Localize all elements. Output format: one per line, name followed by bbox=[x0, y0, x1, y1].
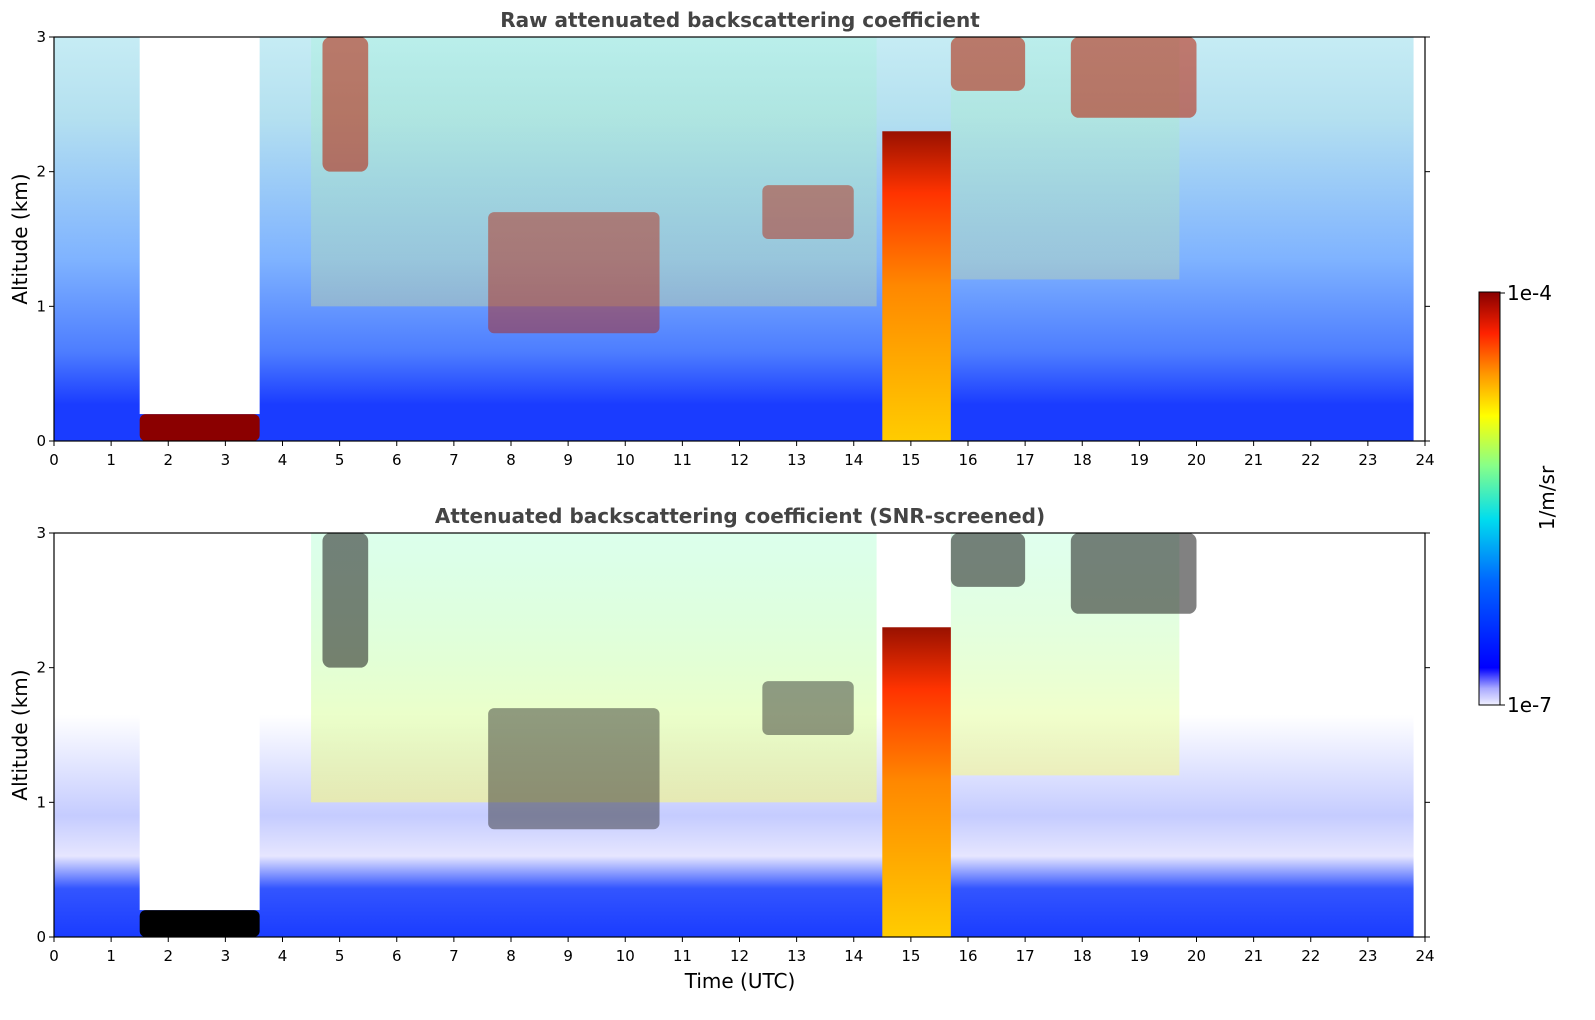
x-tick-label: 6 bbox=[392, 947, 402, 965]
colorbar bbox=[1478, 291, 1501, 706]
x-tick-label: 19 bbox=[1130, 451, 1149, 469]
x-tick-label: 13 bbox=[787, 451, 806, 469]
feature-cirrus bbox=[322, 533, 369, 668]
panel-1-title: Raw attenuated backscattering coefficien… bbox=[500, 8, 980, 32]
x-tick-label: 5 bbox=[335, 947, 345, 965]
x-tick-label: 4 bbox=[278, 451, 288, 469]
x-tick-label: 21 bbox=[1244, 451, 1263, 469]
x-tick-label: 6 bbox=[392, 451, 402, 469]
x-tick-label: 17 bbox=[1016, 947, 1035, 965]
y-tick-label: 0 bbox=[36, 928, 46, 946]
feature-cirrus bbox=[1070, 37, 1197, 118]
panel-1-y-ticks: 0 1 2 3 bbox=[36, 28, 1430, 450]
feature-cirrus bbox=[1070, 533, 1197, 614]
x-tick-label: 5 bbox=[335, 451, 345, 469]
x-tick-label: 1 bbox=[106, 947, 116, 965]
y-tick-label: 0 bbox=[36, 432, 46, 450]
x-tick-label: 18 bbox=[1073, 451, 1092, 469]
x-tick-label: 13 bbox=[787, 947, 806, 965]
y-tick-label: 1 bbox=[36, 297, 46, 315]
x-tick-label: 8 bbox=[506, 451, 516, 469]
feature-signal-blocked bbox=[139, 533, 260, 911]
feature-cloud-layer bbox=[488, 708, 660, 830]
panel-2-features bbox=[139, 533, 1197, 937]
colorbar-unit-label: 1/m/sr bbox=[1535, 465, 1559, 530]
x-tick-label: 23 bbox=[1358, 451, 1377, 469]
x-tick-label: 11 bbox=[673, 451, 692, 469]
y-tick-label: 3 bbox=[36, 28, 46, 46]
x-axis-label: Time (UTC) bbox=[684, 969, 796, 993]
x-tick-label: 2 bbox=[163, 947, 173, 965]
panel-1-features bbox=[139, 37, 1197, 441]
x-tick-label: 20 bbox=[1187, 451, 1206, 469]
y-tick-label: 2 bbox=[36, 659, 46, 677]
feature-cirrus bbox=[950, 533, 1026, 587]
feature-cloud-layer bbox=[762, 681, 854, 735]
panel-1-y-axis-label: Altitude (km) bbox=[8, 173, 32, 304]
x-tick-label: 3 bbox=[221, 947, 231, 965]
x-tick-label: 16 bbox=[958, 451, 977, 469]
x-tick-label: 10 bbox=[616, 451, 635, 469]
colorbar-min-label: 1e-7 bbox=[1507, 693, 1552, 717]
x-tick-label: 24 bbox=[1415, 947, 1434, 965]
x-tick-label: 8 bbox=[506, 947, 516, 965]
feature-low-cloud bbox=[139, 414, 260, 441]
x-tick-label: 24 bbox=[1415, 451, 1434, 469]
x-tick-label: 14 bbox=[844, 451, 863, 469]
y-tick-label: 2 bbox=[36, 163, 46, 181]
x-tick-label: 23 bbox=[1358, 947, 1377, 965]
x-tick-label: 17 bbox=[1016, 451, 1035, 469]
x-tick-label: 4 bbox=[278, 947, 288, 965]
feature-cloud-layer bbox=[488, 212, 660, 334]
x-tick-label: 0 bbox=[49, 947, 59, 965]
x-tick-label: 7 bbox=[449, 947, 459, 965]
x-tick-label: 9 bbox=[563, 947, 573, 965]
feature-precipitation bbox=[882, 627, 951, 937]
x-tick-label: 12 bbox=[730, 451, 749, 469]
x-tick-label: 10 bbox=[616, 947, 635, 965]
x-tick-label: 21 bbox=[1244, 947, 1263, 965]
x-tick-label: 0 bbox=[49, 451, 59, 469]
x-tick-label: 15 bbox=[901, 451, 920, 469]
feature-low-cloud bbox=[139, 910, 260, 937]
x-tick-label: 18 bbox=[1073, 947, 1092, 965]
x-tick-label: 22 bbox=[1301, 451, 1320, 469]
x-tick-label: 16 bbox=[958, 947, 977, 965]
panel-2-x-ticks: 0 1 2 3 4 5 6 7 8 9 10 11 12 13 14 15 16 17 18 19 20 21 22 23 24 bbox=[49, 937, 1435, 965]
feature-cirrus bbox=[322, 37, 369, 172]
y-tick-label: 1 bbox=[36, 793, 46, 811]
feature-precipitation bbox=[882, 131, 951, 441]
x-tick-label: 11 bbox=[673, 947, 692, 965]
x-tick-label: 15 bbox=[901, 947, 920, 965]
feature-cirrus bbox=[950, 37, 1026, 91]
panel-2-title: Attenuated backscattering coefficient (S… bbox=[435, 504, 1045, 528]
x-tick-label: 1 bbox=[106, 451, 116, 469]
panel-2-y-axis-label: Altitude (km) bbox=[8, 669, 32, 800]
x-tick-label: 7 bbox=[449, 451, 459, 469]
x-tick-label: 20 bbox=[1187, 947, 1206, 965]
panel-2-y-ticks: 0 1 2 3 bbox=[36, 524, 1430, 946]
x-tick-label: 22 bbox=[1301, 947, 1320, 965]
x-tick-label: 9 bbox=[563, 451, 573, 469]
colorbar-max-label: 1e-4 bbox=[1507, 281, 1552, 305]
x-tick-label: 3 bbox=[221, 451, 231, 469]
x-tick-label: 2 bbox=[163, 451, 173, 469]
feature-signal-blocked bbox=[139, 37, 260, 415]
x-tick-label: 14 bbox=[844, 947, 863, 965]
y-tick-label: 3 bbox=[36, 524, 46, 542]
panel-1-x-ticks: 0 1 2 3 4 5 6 7 8 9 10 11 12 13 14 15 16 17 18 19 20 21 22 23 24 bbox=[49, 441, 1435, 469]
feature-cloud-layer bbox=[762, 185, 854, 239]
x-tick-label: 19 bbox=[1130, 947, 1149, 965]
x-tick-label: 12 bbox=[730, 947, 749, 965]
